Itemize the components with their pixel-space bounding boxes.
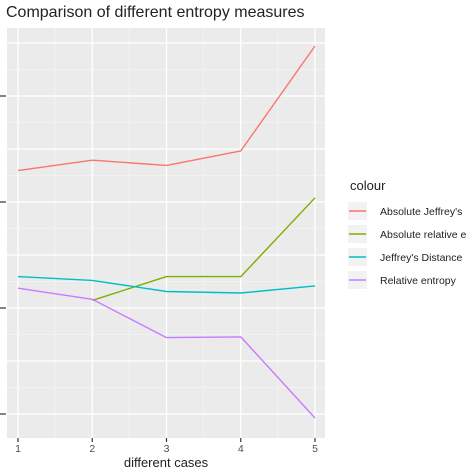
chart-title: Comparison of different entropy measures: [6, 4, 305, 21]
series-line: [17, 287, 316, 419]
x-tick-label: 2: [89, 443, 95, 455]
series-line: [17, 275, 316, 294]
x-tick-label: 5: [312, 443, 318, 455]
x-axis-ticks: [17, 438, 316, 442]
x-tick-label: 4: [238, 443, 244, 455]
x-tick-label: 1: [15, 443, 21, 455]
legend-label: Absolute relative e: [380, 229, 467, 241]
legend-label: Relative entropy: [380, 275, 457, 287]
series-lines: [17, 45, 316, 419]
y-axis-ticks: [0, 95, 6, 415]
legend-label: Absolute Jeffrey's: [380, 206, 462, 218]
grid-major: [7, 28, 325, 438]
legend-items: Absolute Jeffrey's Absolute relative e Jef…: [348, 202, 467, 289]
series-line: [17, 45, 316, 172]
legend-title: colour: [350, 178, 386, 193]
x-tick-label: 3: [164, 443, 170, 455]
x-axis-title: different cases: [124, 455, 209, 470]
series-line: [92, 197, 316, 302]
legend: colour Absolute Jeffrey's Absolute relati…: [348, 178, 467, 289]
legend-label: Jeffrey's Distance: [380, 252, 463, 264]
x-axis-tick-labels: 1 2 3 4 5: [15, 443, 318, 455]
